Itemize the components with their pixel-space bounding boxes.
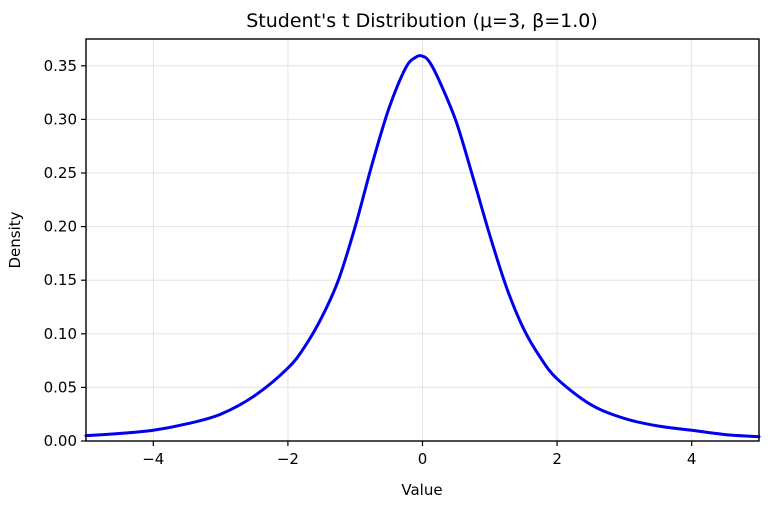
y-tick-label: 0.05 xyxy=(44,378,77,396)
y-tick-label: 0.30 xyxy=(44,110,77,128)
x-axis-label: Value xyxy=(401,481,442,499)
x-tick-label: 0 xyxy=(418,450,428,468)
grid xyxy=(86,39,759,442)
y-axis-label: Density xyxy=(6,211,24,268)
axis-ticks: −4 −2 0 2 4 0.00 0.05 0.10 0.15 0.20 0.25 0.30 0.35 xyxy=(44,57,697,468)
density-line xyxy=(84,54,761,439)
y-tick-label: 0.35 xyxy=(44,57,77,75)
y-tick-label: 0.20 xyxy=(44,218,77,236)
x-tick-label: 4 xyxy=(687,450,697,468)
y-tick-label: 0.15 xyxy=(44,271,77,289)
y-tick-label: 0.10 xyxy=(44,325,77,343)
x-tick-label: −2 xyxy=(277,450,299,468)
x-tick-label: −4 xyxy=(142,450,164,468)
x-tick-label: 2 xyxy=(552,450,562,468)
y-tick-label: 0.00 xyxy=(44,432,77,450)
line-layer xyxy=(84,54,761,439)
chart-title: Student's t Distribution (μ=3, β=1.0) xyxy=(246,10,598,32)
y-tick-label: 0.25 xyxy=(44,164,77,182)
